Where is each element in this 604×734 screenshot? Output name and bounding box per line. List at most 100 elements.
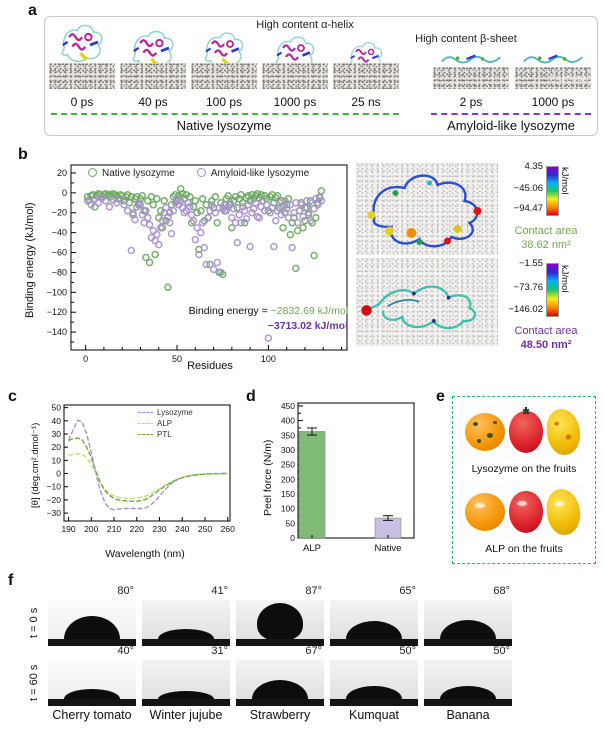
droplet-image bbox=[236, 600, 324, 646]
annotation-line-1: Binding energy = −2832.69 kJ/mol bbox=[110, 304, 348, 319]
scatter-point bbox=[207, 197, 216, 205]
d-y-axis-label: Peel force (N/m) bbox=[262, 439, 274, 516]
category-label: ALP bbox=[303, 543, 321, 554]
scatter-point bbox=[209, 265, 218, 274]
time-label: 0 ps bbox=[70, 95, 94, 109]
scatter-point bbox=[253, 190, 262, 198]
x-tick-label: 0 bbox=[83, 354, 88, 364]
substrate-bar bbox=[424, 639, 512, 646]
scatter-point bbox=[240, 207, 249, 215]
scatter-point bbox=[246, 242, 254, 251]
scatter-point bbox=[105, 203, 114, 211]
c-legend-alp-label: ALP bbox=[157, 419, 173, 428]
scatter-point bbox=[184, 199, 192, 207]
scatter-point bbox=[154, 240, 163, 249]
y-tick-label: 350 bbox=[281, 430, 295, 440]
scatter-point bbox=[127, 246, 136, 255]
scatter-point bbox=[308, 218, 317, 227]
spot bbox=[492, 421, 497, 424]
c-legend: Lysozyme ALP PTL bbox=[138, 407, 193, 440]
scatter-point bbox=[101, 197, 110, 205]
scatter-point bbox=[198, 195, 207, 203]
y-tick-label: −60 bbox=[52, 248, 67, 258]
amyloid-protein-icon bbox=[522, 54, 584, 64]
water-droplet bbox=[158, 691, 214, 699]
y-tick-label: −30 bbox=[47, 508, 62, 518]
panel-e-label: e bbox=[436, 388, 445, 405]
y-tick-label: −40 bbox=[52, 228, 67, 238]
scatter-point bbox=[264, 334, 273, 342]
amyloid-marker-icon bbox=[196, 168, 206, 177]
scatter-point bbox=[87, 201, 95, 209]
scatter-point bbox=[134, 199, 143, 207]
f-fruit-label: Cherry tomato bbox=[52, 708, 132, 722]
scatter-point bbox=[217, 268, 225, 277]
substrate-bar bbox=[424, 699, 512, 706]
y-tick-label: 40 bbox=[52, 416, 62, 426]
f-fruit-label: Strawberry bbox=[249, 708, 311, 722]
spectrum-line bbox=[67, 419, 228, 511]
gloss-highlight bbox=[516, 501, 527, 506]
y-tick-label: −120 bbox=[47, 307, 67, 317]
b-legend-native: Native lysozyme bbox=[88, 168, 175, 179]
y-tick-label: 250 bbox=[281, 460, 295, 470]
annotation-native-value: −2832.69 kJ/mol bbox=[270, 305, 348, 317]
y-tick-label: 20 bbox=[52, 442, 62, 452]
y-tick-label: 50 bbox=[286, 518, 296, 528]
scatter-point bbox=[165, 218, 174, 227]
substrate-bar bbox=[142, 639, 230, 646]
x-tick-label: 240 bbox=[175, 524, 189, 534]
fruit-wax-surface bbox=[191, 63, 257, 89]
scatter-point bbox=[259, 197, 267, 205]
scatter-point bbox=[138, 192, 147, 200]
amyloid-group-label: Amyloid-like lysozyme bbox=[447, 118, 575, 133]
scatter-point bbox=[164, 283, 172, 292]
cbar1-tick-mid: −45.06 bbox=[513, 183, 543, 194]
y-tick-label: 10 bbox=[52, 455, 62, 465]
contact-angle-value: 80° bbox=[117, 585, 134, 597]
amyloid-contact-area: Contact area 48.50 nm² bbox=[494, 324, 598, 352]
y-tick-label: 450 bbox=[281, 401, 295, 411]
spectrum-line bbox=[68, 453, 228, 500]
y-tick-label: −20 bbox=[52, 208, 67, 218]
scatter-point bbox=[242, 214, 251, 223]
droplet-image bbox=[330, 660, 418, 706]
scatter-point bbox=[270, 242, 278, 251]
cbar2-tick-bottom: −146.02 bbox=[508, 304, 543, 315]
y-tick-label: 0 bbox=[290, 533, 295, 543]
scatter-point bbox=[176, 197, 185, 205]
panel-c-label: c bbox=[8, 388, 17, 405]
y-tick-label: 300 bbox=[281, 445, 295, 455]
scatter-point bbox=[317, 187, 326, 195]
contact-angle-value: 50° bbox=[493, 645, 510, 657]
f-fruit-label: Kumquat bbox=[348, 708, 400, 722]
substrate-bar bbox=[236, 699, 324, 706]
water-droplet bbox=[64, 616, 120, 639]
scatter-point bbox=[312, 213, 320, 222]
scatter-point bbox=[293, 226, 302, 235]
amyloid-colorbar bbox=[546, 263, 559, 317]
scatter-point bbox=[215, 204, 223, 212]
scatter-point bbox=[271, 194, 280, 202]
b-legend-native-label: Native lysozyme bbox=[102, 168, 175, 179]
native-group-label: Native lysozyme bbox=[176, 118, 272, 133]
scatter-point bbox=[317, 197, 326, 205]
scatter-point bbox=[292, 264, 300, 273]
cbar1-tick-top: 4.35 bbox=[524, 161, 544, 172]
panel-a-label: a bbox=[28, 2, 37, 19]
panel-d-label: d bbox=[246, 388, 256, 405]
scatter-point bbox=[228, 213, 236, 222]
amyloid-adsorption-inset bbox=[356, 258, 498, 346]
scatter-point bbox=[158, 216, 167, 225]
fruit-wax-surface bbox=[433, 67, 509, 89]
scatter-point bbox=[197, 207, 205, 215]
kumquat-image bbox=[464, 413, 505, 451]
scatter-point bbox=[251, 199, 260, 207]
scatter-point bbox=[240, 218, 249, 227]
scatter-point bbox=[116, 195, 125, 203]
substrate-bar bbox=[48, 639, 136, 646]
droplet-image bbox=[48, 600, 136, 646]
time-label: 2 ps bbox=[459, 95, 483, 109]
category-label: Native bbox=[375, 543, 402, 554]
scatter-point bbox=[279, 223, 287, 232]
